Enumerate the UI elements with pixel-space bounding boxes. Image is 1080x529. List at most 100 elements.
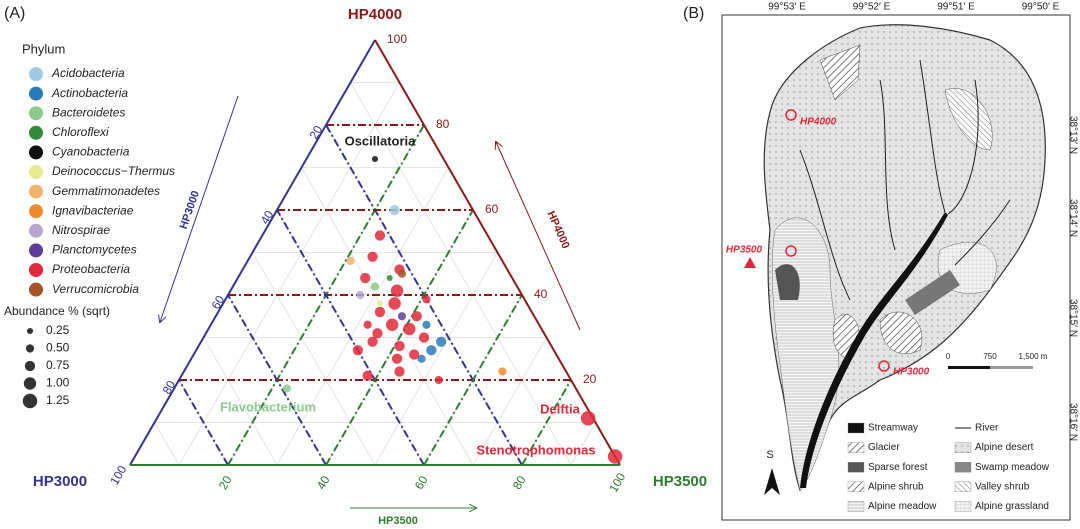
data-point [394, 366, 405, 377]
data-point [434, 375, 443, 385]
data-point [389, 204, 400, 216]
hp3000-tick-label: 80 [160, 378, 179, 397]
hp4000-tick-label: 100 [387, 32, 407, 46]
legend-swatch [29, 204, 43, 219]
longitude-label: 99°51′ E [937, 2, 975, 13]
legend-swatch [29, 184, 43, 199]
hp3000-tick-label: 100 [107, 463, 129, 488]
data-point [388, 297, 401, 310]
latitude-label: 38°15′ N [1067, 299, 1078, 337]
size-legend-swatch [22, 393, 38, 409]
annotation: Delftia [540, 401, 581, 416]
grid-line [178, 82, 400, 466]
hp4000-tick-label: 80 [436, 117, 450, 131]
data-point [422, 295, 431, 304]
shrub-patch [819, 44, 861, 101]
forest-patch [775, 264, 800, 300]
north-arrow [764, 468, 780, 495]
legend-label: Actinobacteria [51, 86, 128, 100]
legend-swatch [847, 501, 865, 512]
site-marker [785, 245, 797, 257]
data-point [385, 318, 399, 331]
longitude-label: 99°53′ E [768, 2, 806, 13]
legend-label: Verrucomicrobia [52, 282, 139, 296]
axis-hp4000 [374, 39, 621, 466]
data-point [426, 345, 437, 356]
legend-label: Alpine desert [975, 442, 1034, 453]
hp3500-tick-label: 20 [216, 473, 235, 492]
grid-line [374, 252, 498, 466]
legend-label: Gemmatimonadetes [52, 184, 160, 198]
data-point [360, 272, 371, 284]
data-point [397, 269, 407, 278]
axis-arrow-label: HP4000 [545, 209, 572, 250]
data-point [282, 384, 291, 393]
axis-arrow-label: HP3500 [378, 515, 418, 527]
legend-label: Chloroflexi [52, 125, 109, 139]
annotation: Stenotrophomonas [476, 442, 595, 457]
legend-label: Streamway [868, 423, 918, 434]
legend-swatch [29, 67, 43, 81]
hp3000-tick-label: 40 [258, 208, 277, 227]
legend-swatch [29, 263, 43, 277]
legend-swatch [954, 481, 972, 492]
data-point [372, 328, 383, 339]
axis-hp3000 [129, 39, 376, 466]
river [879, 79, 896, 251]
longitude-label: 99°50′ E [1022, 2, 1060, 13]
legend-swatch [847, 442, 865, 453]
legend-swatch [29, 145, 43, 160]
hp3000-guide [276, 209, 425, 466]
data-point [370, 282, 380, 291]
data-point [391, 353, 403, 364]
river [947, 79, 979, 215]
size-legend-swatch [23, 377, 37, 390]
data-point [352, 345, 363, 356]
legend-label: Nitrospirae [52, 223, 110, 237]
legend-swatch [954, 442, 972, 453]
size-legend-title: Abundance % (sqrt) [4, 304, 110, 318]
data-point [418, 332, 430, 343]
hp3500-tick-label: 80 [510, 473, 529, 492]
grid-line [154, 422, 180, 466]
site-triangle [744, 257, 756, 268]
hp3500-tick-label: 100 [606, 470, 628, 495]
legend-label: Alpine shrub [868, 481, 924, 492]
data-point [374, 306, 386, 318]
legend-label: Swamp meadow [975, 462, 1050, 473]
legend-label: Acidobacteria [51, 66, 125, 80]
data-point [580, 411, 596, 426]
scale-label: 750 [983, 352, 997, 361]
legend-label: Valley shrub [975, 481, 1030, 492]
data-point [386, 274, 393, 282]
river [919, 59, 946, 213]
annotation: Flavobacterium [220, 399, 316, 414]
hp3500-guide [325, 209, 474, 466]
panel-label: (B) [683, 5, 704, 22]
size-legend-swatch [25, 344, 35, 353]
legend-swatch [954, 462, 972, 473]
scale-label: 1,500 m [1019, 352, 1048, 361]
latitude-label: 38°13′ N [1067, 116, 1078, 154]
legend-swatch [29, 243, 43, 258]
size-legend-swatch [24, 360, 36, 372]
hp3500-tick-label: 60 [412, 473, 431, 492]
latitude-label: 38°14′ N [1067, 199, 1078, 237]
legend-label: Deinococcus−Thermus [52, 164, 175, 178]
legend-label: Ignavibacteriae [52, 203, 134, 217]
river [954, 199, 1011, 266]
grid-line [276, 167, 449, 466]
shrub-patch [879, 311, 923, 354]
legend-swatch [29, 106, 43, 121]
legend-label: Alpine meadow [868, 501, 937, 512]
data-point [498, 367, 507, 376]
data-point [436, 336, 447, 347]
site-label: HP3000 [893, 367, 930, 378]
legend-swatch [847, 422, 865, 434]
valley-shrub [944, 88, 993, 151]
data-point [397, 312, 407, 321]
swamp-patch [905, 270, 960, 315]
river [799, 149, 851, 301]
site-label: HP4000 [800, 117, 837, 128]
